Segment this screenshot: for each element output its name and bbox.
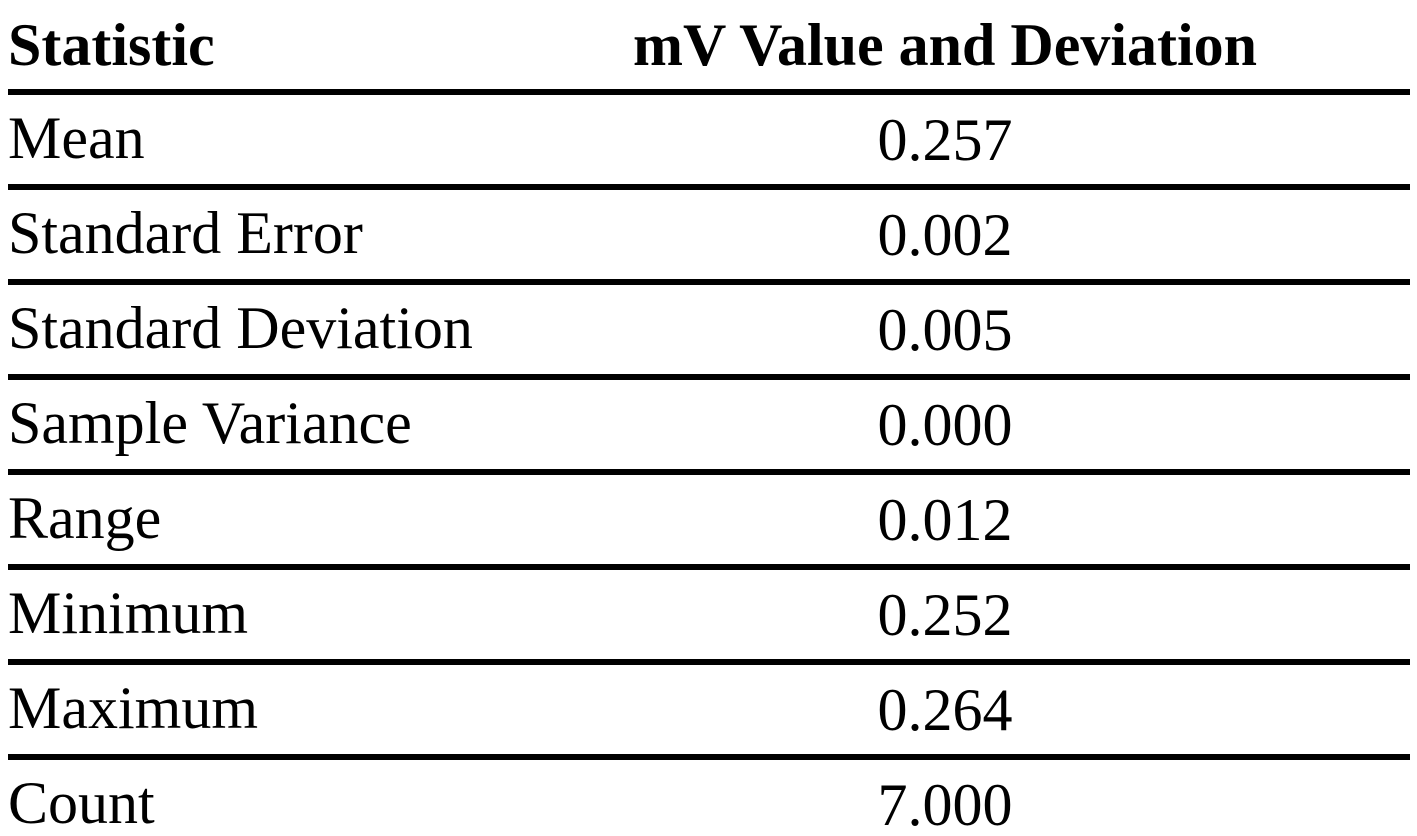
stat-label-cell: Standard Deviation [8,282,480,380]
table-row-standard-error: Standard Error 0.002 [8,187,1410,285]
table-row-maximum: Maximum 0.264 [8,662,1410,760]
stat-label-cell: Count [8,757,480,836]
stat-value-cell: 0.012 [480,472,1410,570]
stat-label-cell: Standard Error [8,187,480,285]
table-row-count: Count 7.000 [8,757,1410,836]
statistics-table-body: Mean 0.257 Standard Error 0.002 Standard… [8,92,1410,836]
stat-label-cell: Mean [8,92,480,190]
stat-value-cell: 0.264 [480,662,1410,760]
column-header-mv-value-and-deviation: mV Value and Deviation [480,0,1410,95]
table-row-minimum: Minimum 0.252 [8,567,1410,665]
stat-label-cell: Sample Variance [8,377,480,475]
table-row-mean: Mean 0.257 [8,92,1410,190]
table-row-standard-deviation: Standard Deviation 0.005 [8,282,1410,380]
statistics-table: Statistic mV Value and Deviation Mean 0.… [8,0,1410,836]
stat-value-cell: 7.000 [480,757,1410,836]
stat-value-cell: 0.002 [480,187,1410,285]
stat-value-cell: 0.252 [480,567,1410,665]
header-row: Statistic mV Value and Deviation [8,0,1410,95]
stat-label-cell: Minimum [8,567,480,665]
table-row-range: Range 0.012 [8,472,1410,570]
stat-value-cell: 0.000 [480,377,1410,475]
stat-value-cell: 0.005 [480,282,1410,380]
stat-value-cell: 0.257 [480,92,1410,190]
stat-label-cell: Maximum [8,662,480,760]
table-row-sample-variance: Sample Variance 0.000 [8,377,1410,475]
column-header-statistic: Statistic [8,0,480,95]
statistics-table-header: Statistic mV Value and Deviation [8,0,1410,95]
stat-label-cell: Range [8,472,480,570]
